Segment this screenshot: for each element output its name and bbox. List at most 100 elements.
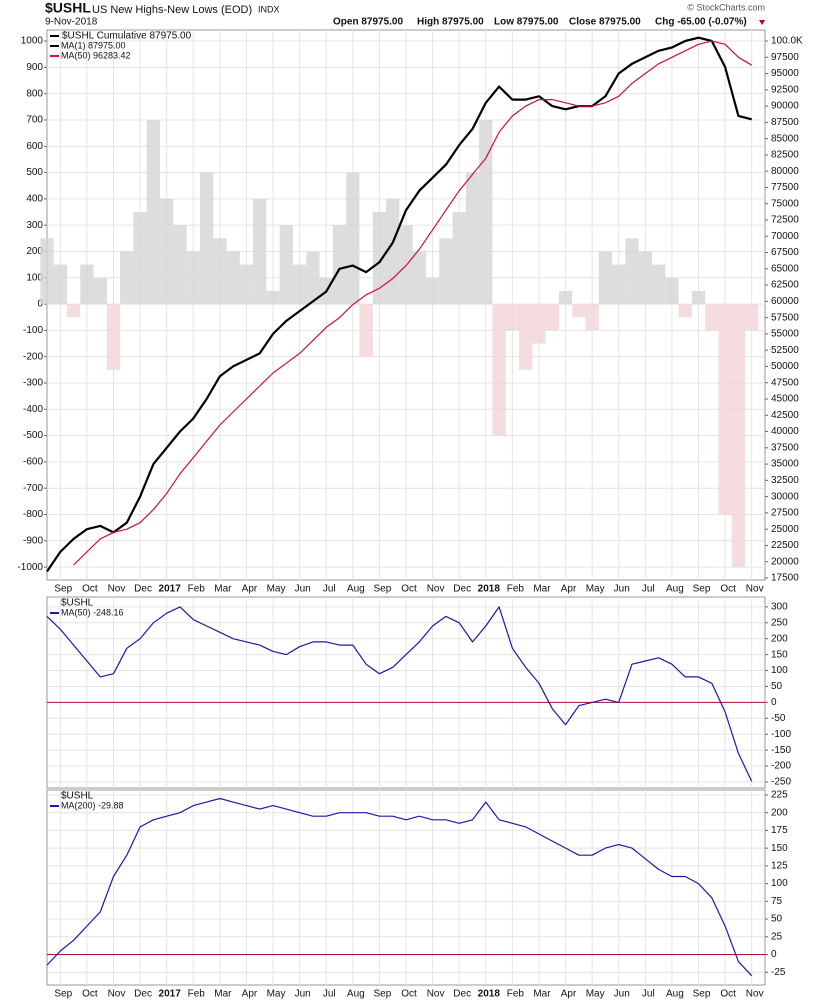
histogram-bar [425, 277, 440, 305]
y-tick-label: 300 [26, 220, 43, 231]
histogram-bar [346, 172, 360, 305]
x-tick-label: Aug [347, 989, 365, 1000]
legend-label: MA(200) -29.88 [61, 800, 124, 810]
x-tick-label: Nov [746, 989, 764, 1000]
histogram-bar [745, 304, 759, 331]
legend-label: MA(50) -248.16 [61, 607, 124, 617]
histogram-bar [386, 198, 400, 305]
y-tick-label: -400 [23, 404, 43, 415]
histogram-bar [173, 225, 187, 305]
histogram-bar [665, 277, 679, 305]
y-tick-label: -200 [23, 351, 43, 362]
y2-tick-label: 82500 [771, 150, 799, 161]
x-tick-label: Nov [427, 989, 445, 1000]
y2-tick-label: 20000 [771, 556, 799, 567]
y-tick-label: 500 [26, 167, 43, 178]
legend-label: $USHL [61, 791, 94, 802]
histogram-bar [80, 264, 94, 305]
y2-tick-label: 37500 [771, 442, 799, 453]
series-line [46, 606, 753, 782]
y2-tick-label: 52500 [771, 345, 799, 356]
x-tick-label: May [586, 989, 605, 1000]
x-tick-label: Jul [642, 989, 655, 1000]
y-tick-label: -900 [23, 535, 43, 546]
histogram-bar [612, 264, 626, 305]
y-tick-label: -1000 [17, 562, 43, 573]
y2-tick-label: 90000 [771, 101, 799, 112]
y2-tick-label: 75000 [771, 198, 799, 209]
legend-label: $USHL [61, 598, 94, 609]
histogram-bar [598, 251, 613, 305]
legend-label: MA(1) 87975.00 [61, 40, 126, 50]
y-tick-label: 100 [771, 665, 788, 676]
x-tick-label: Oct [720, 989, 736, 1000]
histogram-bar [40, 238, 54, 305]
x-tick-label: Sep [374, 989, 392, 1000]
x-tick-label: Oct [720, 584, 736, 595]
y-tick-label: 900 [26, 62, 43, 73]
x-tick-label: Nov [108, 584, 126, 595]
x-tick-label: 2018 [478, 584, 501, 595]
y-tick-label: 800 [26, 88, 43, 99]
y-tick-label: -200 [771, 761, 791, 772]
y-tick-label: 700 [26, 115, 43, 126]
y-tick-label: 400 [26, 194, 43, 205]
histogram-bar [718, 304, 732, 515]
y2-tick-label: 85000 [771, 133, 799, 144]
x-tick-label: Sep [54, 989, 72, 1000]
y-tick-label: 250 [771, 617, 788, 628]
low: Low 87975.00 [494, 17, 559, 28]
y2-tick-label: 50000 [771, 361, 799, 372]
histogram-bar [53, 264, 67, 305]
x-tick-label: Oct [82, 584, 98, 595]
histogram-bar [120, 251, 134, 305]
y2-tick-label: 95000 [771, 68, 799, 79]
x-tick-label: 2017 [159, 989, 182, 1000]
x-tick-label: Jun [614, 989, 630, 1000]
histogram-bar [572, 304, 586, 318]
x-tick-label: Dec [453, 584, 471, 595]
histogram-bar [133, 212, 147, 305]
y2-tick-label: 35000 [771, 459, 799, 470]
x-tick-label: Jul [642, 584, 655, 595]
histogram-bar [239, 264, 254, 305]
x-tick-label: Sep [374, 584, 392, 595]
histogram-bar [66, 304, 81, 318]
y-tick-label: -600 [23, 457, 43, 468]
x-tick-label: Jul [323, 989, 336, 1000]
y-tick-label: -50 [771, 713, 786, 724]
histogram-bar [279, 225, 293, 305]
x-tick-label: Mar [533, 989, 551, 1000]
legend-label: $USHL Cumulative 87975.00 [62, 31, 192, 42]
histogram-bar [545, 304, 559, 331]
histogram-bar [186, 251, 200, 305]
y-tick-label: 100 [771, 878, 788, 889]
y2-tick-label: 62500 [771, 280, 799, 291]
y-tick-label: -250 [771, 777, 791, 788]
histogram-bar [399, 225, 413, 305]
high: High 87975.00 [417, 17, 484, 28]
x-tick-label: Jun [295, 584, 311, 595]
x-tick-label: Apr [561, 989, 577, 1000]
x-tick-label: Aug [666, 584, 684, 595]
y2-tick-label: 72500 [771, 215, 799, 226]
y-tick-label: 600 [26, 141, 43, 152]
x-tick-label: Apr [561, 584, 577, 595]
y-tick-label: -500 [23, 430, 43, 441]
histogram-bar [465, 172, 480, 305]
histogram-bar [292, 264, 307, 305]
symbol: $USHL [45, 0, 91, 16]
x-tick-label: Nov [427, 584, 445, 595]
histogram-bar [213, 238, 227, 305]
histogram-bar [332, 225, 347, 305]
histogram-bar [412, 251, 426, 305]
x-tick-label: Apr [242, 989, 258, 1000]
y-tick-label: 200 [26, 246, 43, 257]
x-tick-label: Mar [533, 584, 551, 595]
x-tick-label: Dec [134, 584, 152, 595]
histogram-bar [625, 238, 639, 305]
index-name: US New Highs-New Lows (EOD) [92, 4, 252, 16]
x-tick-label: Sep [54, 584, 72, 595]
y-tick-label: 75 [771, 896, 783, 907]
